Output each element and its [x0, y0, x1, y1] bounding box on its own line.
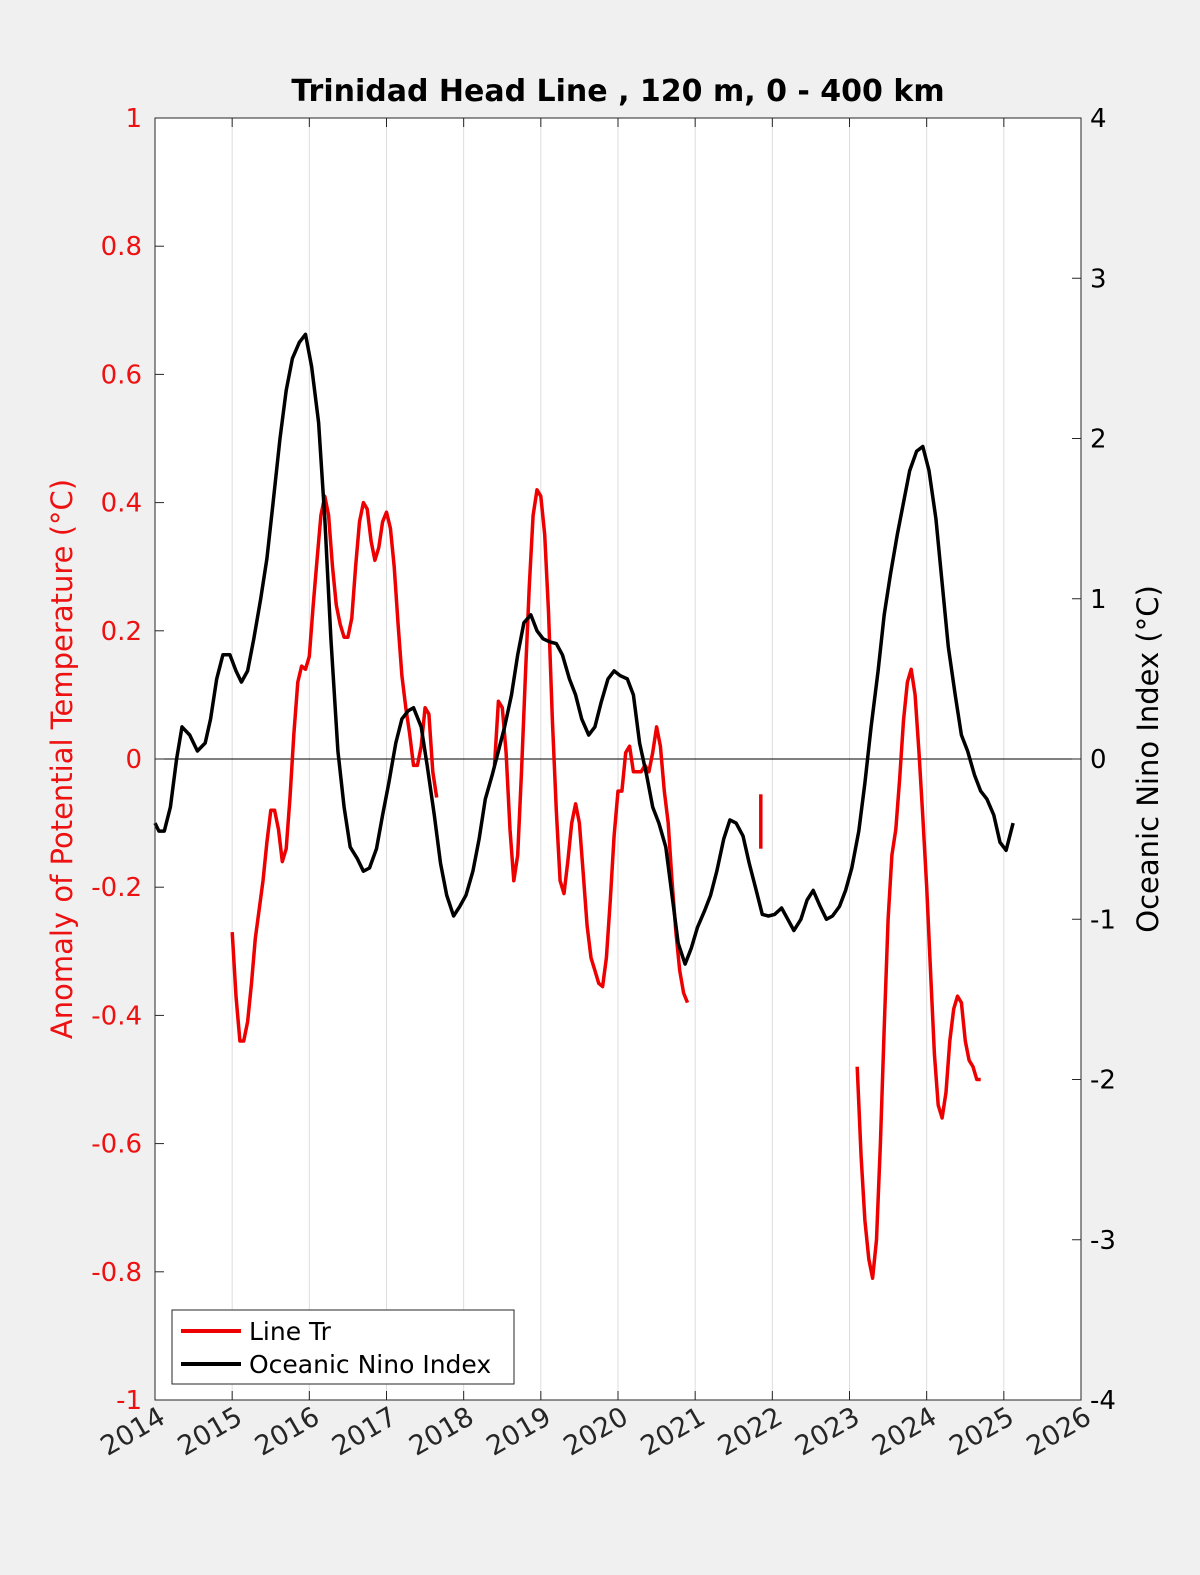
- y-axis-right-label: Oceanic Nino Index (°C): [1131, 585, 1165, 933]
- axis-ticks: 2014 2015 2016 2017 2018 2019 2020 2021 2022 2023…: [91, 104, 1116, 1462]
- y-tick-label-left: -0.4: [91, 1001, 142, 1031]
- series-line-tr-segment-3: [855, 667, 981, 1280]
- y-tick-label-right: -3: [1090, 1226, 1116, 1256]
- y-tick-label-right: -4: [1090, 1386, 1116, 1416]
- y-tick-label-left: 1: [125, 104, 142, 134]
- y-axis-left-label: Anomaly of Potential Temperature (°C): [45, 479, 79, 1039]
- y-tick-label-left: -0.8: [91, 1258, 142, 1288]
- y-tick-label-right: 1: [1090, 585, 1107, 615]
- series-line-tr-segment-0: [230, 494, 439, 1043]
- y-tick-label-right: 3: [1090, 264, 1107, 294]
- y-tick-label-right: -2: [1090, 1066, 1116, 1096]
- chart-title: Trinidad Head Line , 120 m, 0 - 400 km: [291, 74, 944, 109]
- y-tick-label-left: 0: [125, 745, 142, 775]
- y-tick-label-right: 2: [1090, 425, 1107, 455]
- y-tick-label-left: -0.2: [91, 873, 142, 903]
- y-tick-label-right: 0: [1090, 745, 1107, 775]
- legend-label-oni: Oceanic Nino Index: [249, 1350, 491, 1379]
- y-tick-label-left: -0.6: [91, 1130, 142, 1160]
- legend-box: [171, 1309, 515, 1385]
- y-tick-label-left: 0.8: [101, 232, 142, 262]
- y-tick-label-right: -1: [1090, 905, 1116, 935]
- series-oceanic-nino-index-segment-0: [153, 332, 1015, 966]
- y-tick-label-left: 0.4: [101, 489, 142, 519]
- legend: Line Tr Oceanic Nino Index: [171, 1309, 515, 1385]
- y-tick-label-right: 4: [1090, 104, 1107, 134]
- legend-label-line-tr: Line Tr: [249, 1317, 332, 1346]
- y-tick-label-left: 0.6: [101, 360, 142, 390]
- series-lines: [153, 332, 1015, 1280]
- y-tick-label-left: 0.2: [101, 617, 142, 647]
- series-line-tr-segment-1: [492, 488, 690, 1004]
- y-tick-label-left: -1: [116, 1386, 142, 1416]
